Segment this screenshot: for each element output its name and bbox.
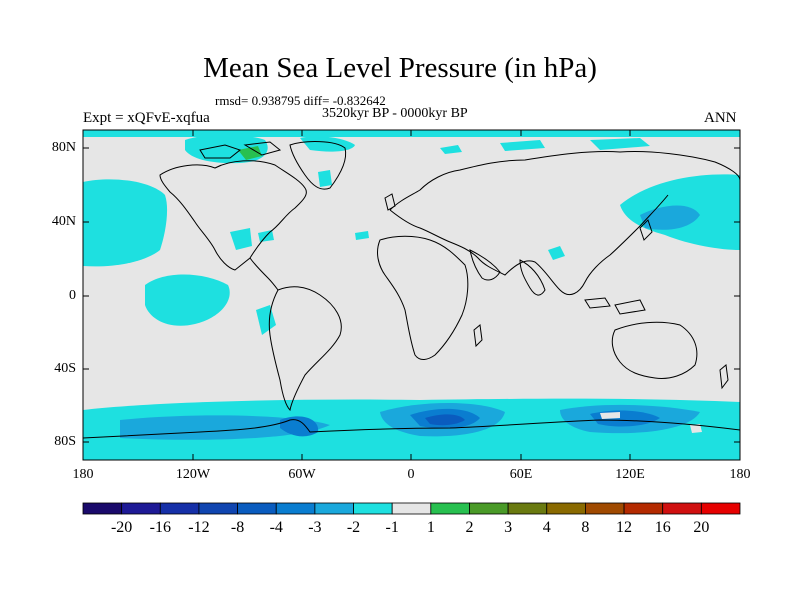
colorbar-swatch bbox=[314, 502, 354, 515]
colorbar-swatch bbox=[353, 502, 393, 515]
lon-label-60e: 60E bbox=[509, 467, 533, 482]
coastlines bbox=[83, 141, 740, 439]
colorbar-swatch bbox=[469, 502, 509, 515]
colorbar-label: -1 bbox=[385, 519, 399, 536]
colorbar-label: 12 bbox=[616, 519, 633, 536]
lon-label-180w: 180 bbox=[72, 467, 94, 482]
time-period: 3520kyr BP - 0000kyr BP bbox=[322, 106, 468, 121]
colorbar-label: 3 bbox=[504, 519, 513, 536]
colorbar-label: 2 bbox=[465, 519, 474, 536]
colorbar-swatch bbox=[121, 502, 161, 515]
colorbar-swatch bbox=[391, 502, 432, 515]
colorbar-swatch bbox=[237, 502, 277, 515]
rmsd-diff-stats: rmsd= 0.938795 diff= -0.832642 bbox=[215, 93, 386, 108]
plot-title: Mean Sea Level Pressure (in hPa) bbox=[203, 52, 597, 84]
colorbar-swatch bbox=[623, 502, 664, 515]
season-label: ANN bbox=[704, 110, 737, 126]
lon-label-0: 0 bbox=[407, 467, 415, 482]
colorbar-label: 16 bbox=[654, 519, 671, 536]
lon-label-120w: 120W bbox=[175, 467, 211, 482]
colorbar-swatch bbox=[159, 502, 200, 515]
colorbar-swatch bbox=[585, 502, 625, 515]
lat-label-80n: 80N bbox=[51, 140, 76, 155]
axis-ticks bbox=[82, 130, 741, 460]
colorbar-label: 20 bbox=[693, 519, 710, 536]
colorbar-swatch bbox=[662, 502, 702, 515]
lat-label-0: 0 bbox=[69, 288, 76, 303]
colorbar-label: -12 bbox=[188, 519, 210, 536]
colorbar-label: 4 bbox=[542, 519, 551, 536]
colorbar-swatch bbox=[430, 502, 470, 515]
colorbar-swatch bbox=[82, 502, 123, 515]
lat-label-40n: 40N bbox=[51, 214, 76, 229]
colorbar bbox=[82, 502, 741, 515]
lat-label-40s: 40S bbox=[54, 361, 76, 376]
lon-label-120e: 120E bbox=[615, 467, 645, 482]
anomaly-field bbox=[83, 130, 740, 460]
lon-label-180e: 180 bbox=[729, 467, 751, 482]
lon-label-60w: 60W bbox=[288, 467, 316, 482]
colorbar-swatch bbox=[546, 502, 586, 515]
map-area bbox=[83, 130, 740, 460]
colorbar-label: 8 bbox=[581, 519, 590, 536]
colorbar-label: -20 bbox=[110, 519, 133, 536]
colorbar-label: -3 bbox=[308, 519, 322, 536]
colorbar-swatch bbox=[275, 502, 316, 515]
colorbar-label: -4 bbox=[269, 519, 283, 536]
experiment-label: Expt = xQFvE-xqfua bbox=[83, 110, 210, 126]
colorbar-swatch bbox=[507, 502, 548, 515]
colorbar-label: 1 bbox=[426, 519, 435, 536]
lat-label-80s: 80S bbox=[54, 434, 76, 449]
colorbar-swatch bbox=[700, 502, 741, 515]
colorbar-swatch bbox=[198, 502, 238, 515]
colorbar-label: -16 bbox=[149, 519, 171, 536]
colorbar-label: -2 bbox=[346, 519, 361, 536]
colorbar-label: -8 bbox=[230, 519, 245, 536]
